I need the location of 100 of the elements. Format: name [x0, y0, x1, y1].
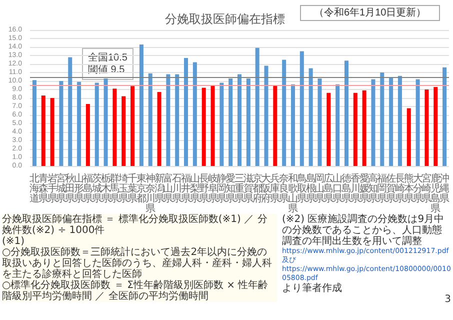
bar: [175, 74, 180, 166]
x-tick-label: 沖縄県: [438, 172, 450, 204]
bar: [255, 48, 260, 166]
bar: [416, 79, 420, 166]
bar: [282, 60, 286, 166]
x-tick-label: 群馬県: [108, 172, 120, 204]
bar: [68, 57, 72, 166]
bar: [202, 88, 206, 166]
x-tick-label: 山梨県: [190, 172, 200, 204]
x-tick-label: 三重県: [234, 174, 244, 204]
bar: [157, 92, 162, 166]
bar: [86, 104, 90, 166]
bar: [166, 74, 170, 166]
bar: [362, 90, 366, 166]
x-tick-label: 福島県: [82, 172, 93, 204]
x-tick-label: 山口県: [332, 172, 343, 204]
x-tick-label: 新潟県: [154, 172, 164, 204]
bar: [41, 95, 46, 166]
text: ○分娩取扱医師数＝三師統計において過去2年以内に分娩の取扱いありと回答した医師のうち、産婦人科・産科・婦人科を主たる診療科と回答した医師: [2, 247, 273, 280]
x-tick-label: 滋賀県: [243, 172, 254, 204]
x-tick-label: 山形県: [74, 172, 84, 204]
bar: [184, 58, 188, 166]
bar: [228, 78, 233, 166]
bar: [300, 51, 304, 166]
x-tick-label: 熊本県: [404, 172, 414, 204]
x-tick-label: 青森県: [38, 172, 48, 204]
x-tick-label: 北海道: [29, 172, 40, 204]
x-tick-label: 宮城県: [55, 172, 66, 204]
bar: [434, 86, 438, 166]
bar: [94, 82, 99, 166]
x-tick-label: 大分県: [412, 172, 423, 204]
bar: [77, 82, 82, 166]
x-tick-label: 富山県: [163, 172, 174, 204]
bar: [112, 88, 117, 166]
bar: [406, 108, 411, 166]
bar: [220, 82, 224, 166]
text: 3: [444, 294, 451, 305]
x-tick-label: 広島県: [324, 172, 334, 204]
bar: [398, 76, 402, 166]
x-tick-label: 兵庫県: [270, 172, 280, 204]
text: より筆者作成: [282, 283, 343, 294]
x-tick-label: 静岡県: [216, 172, 227, 204]
x-tick-label: 岡山県: [314, 174, 325, 204]
x-tick-label: 佐賀県: [386, 174, 396, 204]
bar: [273, 85, 278, 166]
bar: [210, 85, 215, 166]
bar: [344, 60, 348, 166]
x-tick-label: 長崎県: [394, 174, 405, 204]
text: (※1): [2, 236, 26, 247]
bar: [50, 98, 54, 166]
bar: [237, 74, 242, 166]
x-tick-label: 岐阜県: [208, 172, 218, 204]
x-tick-label: 愛媛県: [359, 172, 370, 204]
bar: [246, 78, 250, 166]
x-tick-label: 大阪府: [261, 172, 272, 204]
bar: [192, 62, 197, 166]
x-tick-label: 石川県: [172, 174, 182, 204]
bar: [336, 84, 340, 166]
bar: [32, 80, 36, 166]
bar: [264, 66, 268, 166]
x-tick-label: 島根県: [306, 172, 316, 204]
x-tick-label: 神奈川県: [145, 172, 156, 214]
x-tick-label: 京都府: [252, 172, 262, 204]
text: (※2) 医療施設調査の分娩数は9月中の分娩数であることから、人口動態調査の年間出生数を用いて調整: [282, 214, 446, 247]
chart-subtitle: （令和6年1月10日更新）: [314, 6, 426, 18]
bar: [318, 78, 322, 166]
x-tick-label: 宮崎県: [422, 172, 432, 204]
bar: [290, 84, 295, 166]
x-tick-label: 福岡県: [377, 172, 388, 204]
text: ○標準化分娩取扱医師数 ＝ Σ性年齢階級別医師数 × 性年齢階級別平均労働時間 ／ 全医師の平均労働時間: [2, 280, 270, 302]
x-tick-label: 岩手県: [47, 172, 58, 204]
bar: [104, 78, 108, 166]
bar: [326, 92, 331, 166]
bar: [380, 72, 384, 166]
bar: [139, 44, 144, 166]
bar: [308, 68, 313, 166]
x-tick-label: 鹿児島県: [430, 172, 441, 214]
bar: [59, 81, 64, 166]
bar: [371, 79, 376, 166]
bar: [148, 73, 152, 166]
x-tick-label: 福井県: [181, 172, 192, 204]
bar: [122, 96, 126, 166]
x-tick-label: 高知県: [368, 172, 378, 204]
x-tick-label: 栃木県: [100, 172, 111, 204]
x-tick-label: 愛知県: [226, 172, 236, 204]
x-tick-label: 徳島県: [341, 174, 352, 204]
x-tick-label: 千葉県: [128, 172, 138, 204]
bar: [442, 67, 447, 166]
x-tick-label: 秋田県: [65, 172, 76, 204]
chart-title: 分娩取扱医師偏在指標: [165, 12, 285, 26]
x-tick-label: 東京都: [136, 172, 146, 204]
x-tick-label: 香川県: [350, 172, 360, 204]
bar: [130, 86, 135, 166]
x-tick-label: 奈良県: [279, 174, 290, 204]
x-tick-label: 埼玉県: [118, 172, 129, 204]
x-tick-label: 和歌山県: [288, 172, 298, 214]
x-tick-label: 長野県: [198, 174, 209, 204]
x-tick-label: 鳥取県: [296, 172, 307, 204]
bar: [424, 90, 429, 166]
bar: [353, 92, 358, 166]
